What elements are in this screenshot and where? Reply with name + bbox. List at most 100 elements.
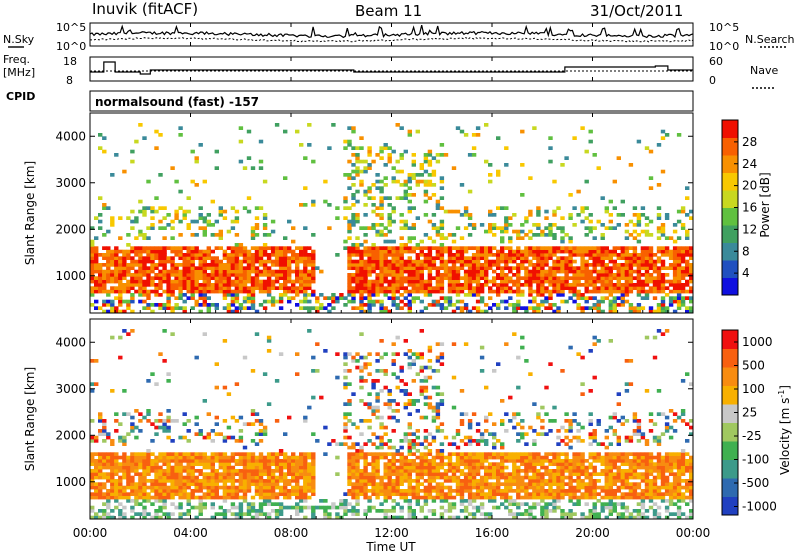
- heatmap-cell: [500, 246, 505, 250]
- heatmap-cell: [407, 412, 412, 416]
- heatmap-cell: [102, 283, 107, 287]
- heatmap-cell: [387, 415, 392, 420]
- heatmap-cell: [560, 256, 565, 260]
- heatmap-cell: [516, 263, 521, 267]
- heatmap-cell: [391, 362, 396, 366]
- heatmap-cell: [564, 299, 569, 304]
- heatmap-cell: [347, 273, 352, 277]
- heatmap-cell: [439, 303, 445, 307]
- heatmap-cell: [604, 246, 609, 250]
- heatmap-cell: [604, 209, 609, 214]
- heatmap-cell: [431, 435, 437, 440]
- heatmap-cell: [146, 226, 151, 230]
- heatmap-cell: [303, 419, 308, 423]
- heatmap-cell: [170, 455, 175, 460]
- heatmap-cell: [150, 502, 155, 506]
- heatmap-cell: [371, 469, 376, 473]
- heatmap-cell: [238, 435, 244, 440]
- heatmap-cell: [158, 455, 163, 460]
- heatmap-cell: [508, 502, 513, 506]
- heatmap-cell: [435, 253, 441, 257]
- heatmap-cell: [656, 269, 662, 274]
- heatmap-cell: [363, 459, 368, 463]
- heatmap-cell: [347, 206, 352, 210]
- heatmap-cell: [479, 253, 485, 257]
- heatmap-cell: [134, 139, 139, 144]
- heatmap-cell: [98, 279, 103, 284]
- heatmap-cell: [443, 492, 449, 496]
- heatmap-cell: [206, 309, 211, 314]
- heatmap-cell: [262, 216, 268, 220]
- heatmap-cell: [102, 425, 107, 430]
- heatmap-cell: [447, 289, 453, 294]
- heatmap-cell: [516, 469, 521, 473]
- heatmap-cell: [471, 439, 477, 443]
- heatmap-cell: [379, 422, 384, 426]
- heatmap-cell: [532, 489, 537, 493]
- heatmap-cell: [447, 209, 453, 214]
- heatmap-cell: [548, 233, 553, 237]
- heatmap-cell: [407, 479, 412, 483]
- heatmap-cell: [467, 425, 473, 430]
- heatmap-cell: [347, 435, 352, 440]
- heatmap-cell: [363, 169, 368, 174]
- heatmap-cell: [644, 233, 650, 237]
- heatmap-cell: [242, 455, 248, 460]
- heatmap-cell: [467, 482, 473, 486]
- heatmap-cell: [347, 502, 352, 506]
- heatmap-cell: [278, 306, 284, 310]
- heatmap-cell: [415, 263, 420, 267]
- heatmap-cell: [516, 253, 521, 257]
- heatmap-cell: [467, 495, 473, 500]
- heatmap-cell: [278, 253, 284, 257]
- heatmap-cell: [114, 429, 119, 433]
- heatmap-cell: [359, 283, 364, 287]
- heatmap-cell: [640, 246, 646, 250]
- heatmap-cell: [98, 492, 103, 496]
- heatmap-cell: [315, 296, 320, 300]
- heatmap-cell: [403, 472, 408, 476]
- heatmap-cell: [246, 156, 252, 160]
- heatmap-cell: [355, 246, 360, 250]
- heatmap-cell: [576, 306, 581, 310]
- heatmap-cell: [198, 509, 203, 513]
- heatmap-cell: [110, 263, 115, 267]
- heatmap-cell: [283, 472, 288, 476]
- heatmap-cell: [254, 462, 260, 466]
- heatmap-cell: [250, 479, 256, 483]
- heatmap-cell: [303, 293, 308, 297]
- heatmap-cell: [496, 479, 501, 483]
- heatmap-cell: [130, 479, 135, 483]
- colorbar-tick-label: 28: [742, 135, 757, 149]
- heatmap-cell: [299, 246, 304, 250]
- heatmap-cell: [254, 253, 260, 257]
- heatmap-cell: [520, 223, 525, 227]
- heatmap-cell: [568, 216, 573, 220]
- heatmap-cell: [351, 475, 356, 480]
- heatmap-cell: [689, 286, 694, 290]
- heatmap-cell: [403, 259, 408, 264]
- heatmap-cell: [90, 452, 95, 456]
- heatmap-cell: [395, 459, 400, 463]
- heatmap-cell: [262, 482, 268, 486]
- heatmap-cell: [274, 246, 280, 250]
- heatmap-cell: [504, 306, 509, 310]
- heatmap-cell: [351, 263, 356, 267]
- heatmap-cell: [375, 286, 380, 290]
- heatmap-cell: [303, 259, 308, 264]
- heatmap-cell: [536, 246, 541, 250]
- heatmap-cell: [395, 279, 400, 284]
- heatmap-cell: [479, 263, 485, 267]
- heatmap-cell: [347, 236, 352, 240]
- heatmap-cell: [451, 233, 457, 237]
- heatmap-cell: [110, 462, 115, 466]
- heatmap-cell: [612, 306, 617, 310]
- heatmap-cell: [295, 512, 300, 516]
- heatmap-cell: [423, 289, 429, 294]
- heatmap-cell: [403, 249, 408, 254]
- heatmap-cell: [471, 455, 477, 460]
- heatmap-cell: [202, 505, 207, 510]
- heatmap-cell: [616, 213, 621, 217]
- heatmap-cell: [355, 512, 360, 516]
- heatmap-cell: [656, 259, 662, 264]
